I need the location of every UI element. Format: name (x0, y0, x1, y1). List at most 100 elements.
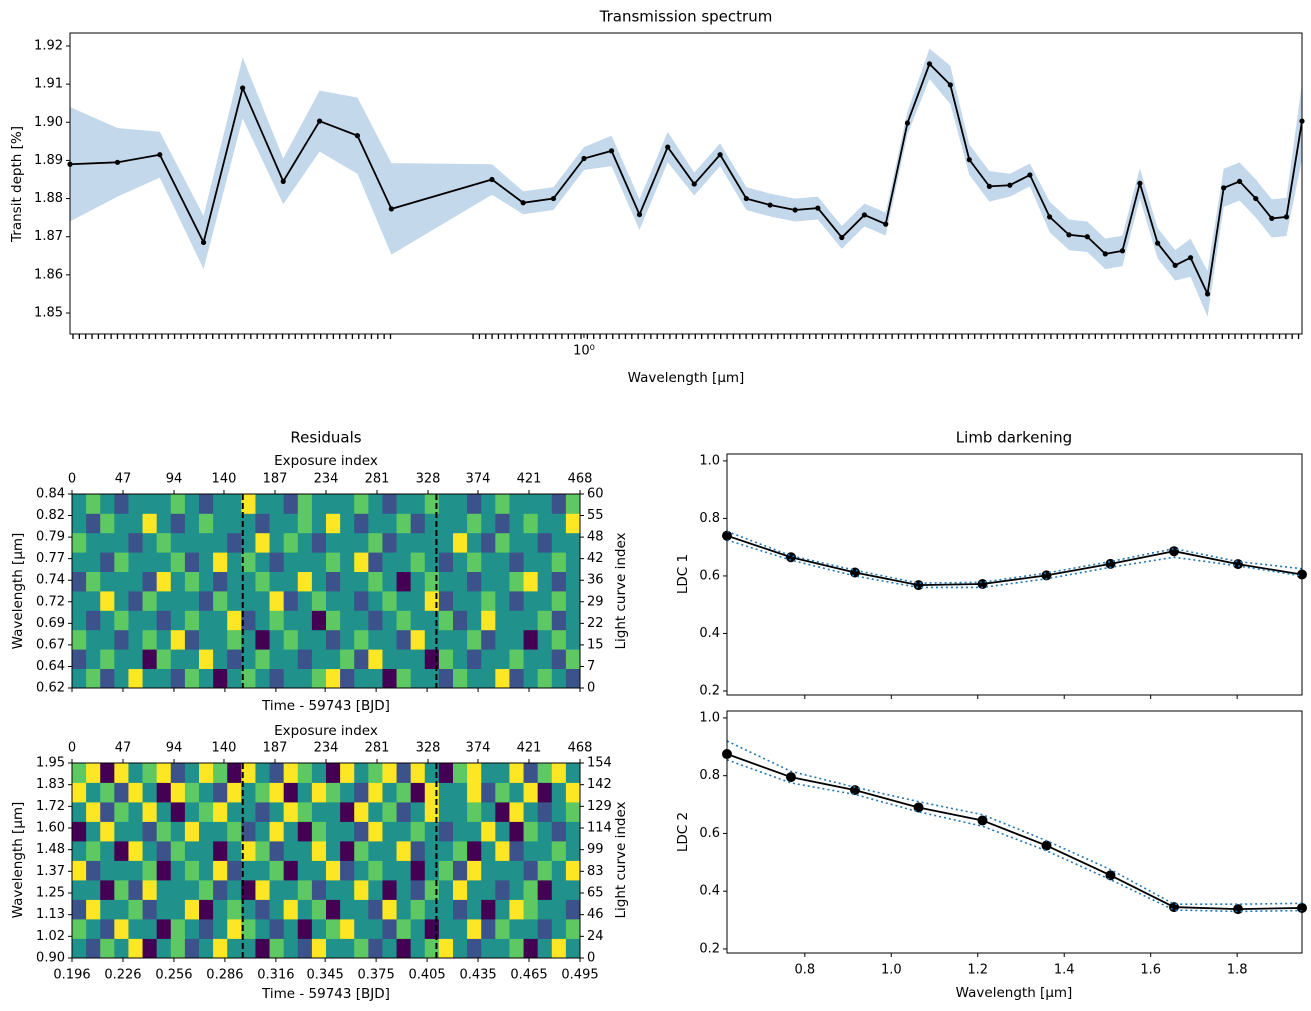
heatmap-cell (114, 513, 129, 534)
heatmap-cell (326, 591, 341, 611)
heatmap-cell (509, 899, 524, 920)
heatmap-cell (495, 899, 510, 920)
data-point (1169, 546, 1180, 557)
heatmap-cell (481, 494, 496, 514)
heatmap-cell (537, 938, 553, 959)
heatmap-cell (509, 668, 524, 689)
heatmap-cell (467, 649, 482, 669)
heatmap-cell (100, 821, 115, 842)
heatmap-cell (354, 629, 369, 650)
heatmap-cell (184, 938, 200, 959)
heatmap-cell (354, 513, 369, 534)
heatmap-cell (453, 532, 468, 553)
heatmap-cell (241, 571, 256, 592)
y2-tick-label: 99 (587, 842, 604, 857)
y-tick-label: 1.88 (34, 191, 63, 206)
heatmap-cell (213, 938, 228, 959)
heatmap-cell (311, 802, 327, 822)
heatmap-cell (241, 860, 256, 881)
heatmap-cell (142, 899, 158, 920)
heatmap-cell (100, 494, 115, 514)
data-point (1236, 178, 1243, 185)
heatmap-cell (156, 552, 172, 572)
heatmap-cell (410, 919, 426, 939)
heatmap-cell (170, 629, 186, 650)
heatmap-cell (410, 860, 426, 881)
heatmap-cell (114, 610, 129, 631)
heatmap-cell (396, 591, 412, 611)
heatmap-cell (283, 552, 299, 572)
heatmap-cell (86, 899, 101, 920)
heatmap-cell (565, 668, 581, 689)
heatmap-cell (537, 782, 553, 803)
heatmap-cell (199, 782, 214, 803)
heatmap-cell (156, 841, 172, 861)
heatmap-cell (481, 591, 496, 611)
heatmap-cell (438, 938, 454, 959)
y2-tick-label: 0 (587, 681, 595, 696)
heatmap-cell (424, 899, 440, 920)
heatmap-cell (453, 668, 468, 689)
heatmap-cell (269, 610, 285, 631)
heatmap-cell (72, 513, 87, 534)
heatmap-cell (565, 860, 581, 881)
heatmap-cell (495, 841, 510, 861)
heatmap-cell (297, 802, 313, 822)
top-tick-label: 187 (263, 472, 288, 487)
heatmap-cell (523, 571, 539, 592)
heatmap-cell (438, 802, 454, 822)
heatmap-cell (410, 494, 426, 514)
heatmap-cell (72, 802, 87, 822)
heatmap-cell (86, 513, 101, 534)
data-point (240, 85, 246, 91)
heatmap-cell (184, 649, 200, 669)
heatmap-cell (311, 880, 327, 900)
heatmap-cell (551, 841, 567, 861)
heatmap-cell (311, 860, 327, 881)
heatmap-cell (354, 552, 369, 572)
chart-title: Transmission spectrum (599, 8, 773, 26)
heatmap-cell (523, 552, 539, 572)
heatmap-cell (382, 649, 397, 669)
heatmap-cell (382, 782, 397, 803)
heatmap-cell (199, 860, 214, 881)
heatmap-cell (213, 880, 228, 900)
heatmap-cell (453, 841, 468, 861)
heatmap-cell (227, 649, 242, 669)
heatmap-cell (170, 571, 186, 592)
heatmap-cell (86, 610, 101, 631)
heatmap-cell (114, 782, 129, 803)
heatmap-cell (340, 571, 355, 592)
heatmap-cell (382, 938, 397, 959)
y-tick-label: 1.25 (36, 886, 65, 901)
y-tick-label: 0.69 (36, 616, 65, 631)
heatmap-cell (382, 841, 397, 861)
heatmap-cell (424, 649, 440, 669)
heatmap-cell (269, 668, 285, 689)
heatmap-cell (227, 610, 242, 631)
heatmap-cell (368, 494, 383, 514)
heatmap-cell (213, 494, 228, 514)
heatmap-cell (537, 880, 553, 900)
data-point (926, 61, 933, 67)
x-tick-label: 1.6 (1140, 963, 1161, 978)
heatmap-cell (495, 860, 510, 881)
heatmap-cell (269, 513, 285, 534)
top-tick-label: 328 (416, 741, 441, 756)
heatmap-cell (199, 880, 214, 900)
y-tick-label: 0.90 (36, 951, 65, 966)
heatmap-cell (86, 532, 101, 553)
heatmap-cell (114, 763, 129, 783)
heatmap-cell (438, 899, 454, 920)
heatmap-cell (354, 532, 369, 553)
heatmap-cell (114, 532, 129, 553)
heatmap-cell (184, 668, 200, 689)
heatmap-cell (213, 532, 228, 553)
heatmap-cell (255, 821, 270, 842)
heatmap-cell (184, 919, 200, 939)
y2-axis-label: Light curve index (613, 532, 629, 649)
heatmap-cell (269, 841, 285, 861)
heatmap-cell (509, 610, 524, 631)
data-point (839, 234, 845, 241)
heatmap-cell (184, 591, 200, 611)
